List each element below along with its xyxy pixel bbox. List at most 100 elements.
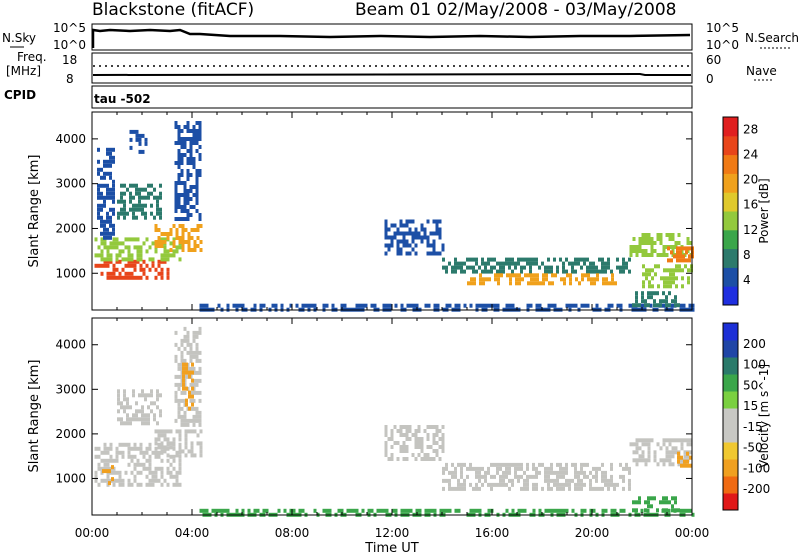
velocity-cell	[177, 374, 181, 379]
velocity-cell	[478, 466, 481, 471]
power-cell	[135, 137, 139, 142]
velocity-cell	[689, 442, 693, 447]
power-cell	[414, 231, 418, 236]
velocity-cell	[665, 508, 668, 513]
power-cell	[120, 211, 123, 216]
velocity-cell	[691, 512, 695, 517]
velocity-cell	[559, 508, 563, 513]
power-cell	[145, 249, 149, 254]
power-cell	[159, 207, 162, 212]
power-cell	[387, 243, 391, 248]
velocity-cell	[183, 390, 187, 395]
power-cell	[195, 173, 199, 177]
power-cell	[174, 201, 178, 205]
power-cell	[647, 303, 650, 308]
power-region	[384, 219, 445, 256]
power-cell	[325, 303, 329, 308]
power-cell	[470, 277, 473, 282]
power-cell	[189, 145, 193, 149]
power-cell	[135, 187, 138, 192]
power-cell	[648, 284, 651, 289]
power-cell	[253, 303, 257, 308]
velocity-cell	[129, 405, 132, 410]
power-cell	[117, 199, 120, 204]
power-cell	[414, 251, 418, 256]
power-cell	[614, 281, 617, 286]
power-cell	[581, 277, 584, 282]
power-cell	[445, 269, 448, 274]
power-cell	[533, 277, 536, 282]
velocity-cell	[115, 454, 119, 459]
power-cell	[103, 219, 106, 224]
velocity-cell	[126, 421, 129, 426]
power-cell	[109, 195, 112, 200]
power-cell	[97, 167, 100, 172]
power-cell	[595, 303, 599, 308]
power-cell	[177, 165, 181, 169]
power-cell	[130, 237, 134, 242]
power-cell	[121, 267, 125, 272]
power-cell	[154, 267, 158, 272]
power-cell	[432, 247, 436, 252]
velocity-cell	[172, 454, 176, 459]
velocity-cell	[647, 454, 651, 459]
power-cell	[506, 273, 509, 278]
power-cell	[412, 303, 416, 308]
power-cell	[157, 271, 161, 276]
velocity-cell	[520, 466, 523, 471]
power-cell	[174, 217, 178, 221]
velocity-cell	[420, 445, 424, 449]
velocity-cell	[169, 462, 173, 467]
power-cell	[112, 231, 115, 236]
power-cell	[657, 284, 660, 289]
power-cell	[106, 191, 109, 196]
velocity-cell	[499, 462, 502, 467]
velocity-y-tick-label: 2000	[55, 427, 86, 441]
velocity-cell	[175, 478, 179, 483]
power-cell	[166, 249, 170, 254]
velocity-cell	[562, 466, 565, 471]
velocity-cell	[689, 455, 692, 460]
power-cell	[180, 181, 184, 185]
power-cell	[109, 257, 113, 262]
power-cell	[145, 275, 149, 280]
power-cell	[409, 303, 413, 308]
velocity-cell	[665, 454, 669, 459]
power-cell	[144, 211, 147, 216]
velocity-cell	[432, 437, 436, 441]
power-cell	[605, 277, 608, 282]
velocity-cell	[148, 446, 152, 451]
power-cell	[157, 228, 161, 232]
velocity-colorbar-swatch	[723, 340, 738, 358]
velocity-cell	[685, 508, 689, 513]
velocity-cell	[592, 474, 595, 479]
velocity-cell	[118, 474, 122, 479]
velocity-cell	[454, 474, 457, 479]
power-cell	[147, 183, 150, 188]
power-cell	[420, 223, 424, 228]
velocity-cell	[174, 398, 178, 403]
power-cell	[644, 299, 647, 304]
velocity-cell	[674, 450, 678, 455]
velocity-cell	[217, 508, 221, 513]
velocity-cell	[186, 342, 190, 347]
power-cell	[181, 236, 185, 240]
velocity-cell	[124, 442, 128, 447]
power-cell	[180, 137, 184, 141]
power-cell	[667, 258, 670, 263]
power-cell	[515, 281, 518, 286]
power-cell	[159, 195, 162, 200]
power-cell	[186, 121, 190, 125]
power-cell	[635, 249, 639, 253]
power-cell	[604, 269, 607, 274]
power-cell	[235, 303, 239, 308]
velocity-cell	[653, 458, 657, 463]
power-cell	[548, 281, 551, 286]
velocity-cell	[127, 478, 131, 483]
velocity-cell	[169, 429, 173, 434]
power-cell	[193, 248, 197, 252]
power-cell	[100, 237, 104, 242]
power-cell	[183, 141, 187, 145]
velocity-cell	[520, 474, 523, 479]
